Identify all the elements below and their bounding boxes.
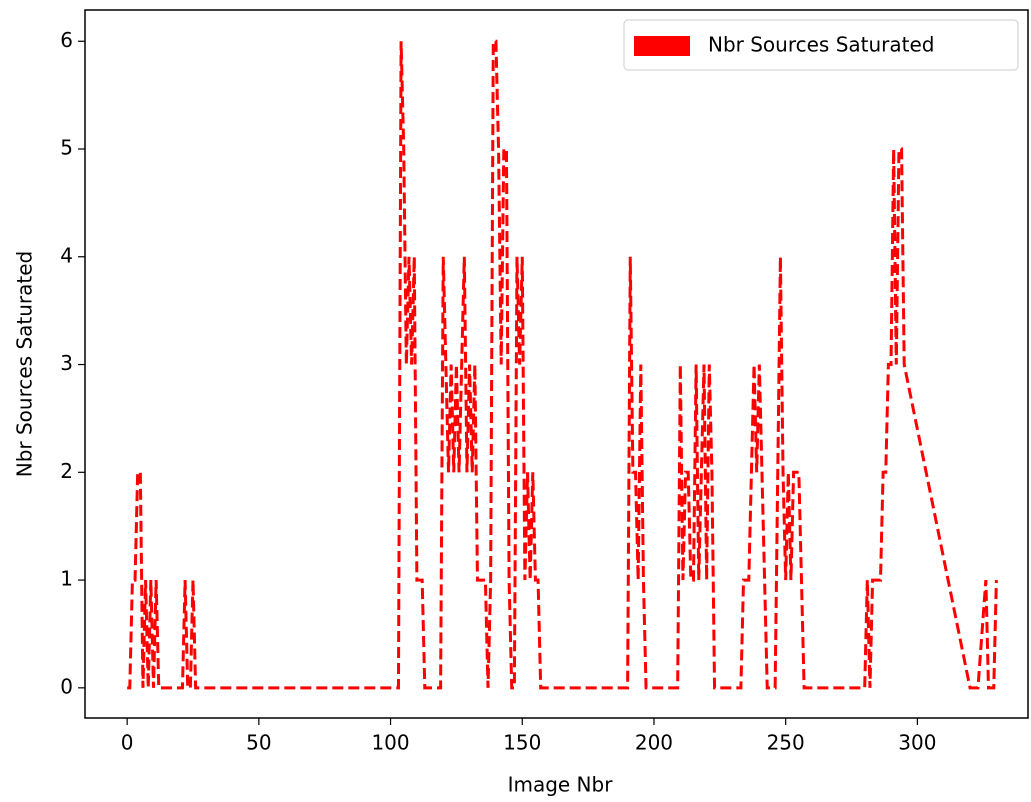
legend-label: Nbr Sources Saturated <box>708 33 935 57</box>
x-axis-label: Image Nbr <box>508 773 614 797</box>
y-tick-label: 0 <box>60 674 73 698</box>
y-tick-label: 6 <box>60 28 73 52</box>
y-tick-label: 3 <box>60 351 73 375</box>
y-tick-label: 5 <box>60 136 73 160</box>
x-tick-label: 0 <box>121 731 134 755</box>
x-tick-label: 200 <box>635 731 673 755</box>
y-tick-label: 4 <box>60 243 73 267</box>
x-tick-label: 50 <box>246 731 271 755</box>
x-tick-label: 300 <box>898 731 936 755</box>
legend-swatch <box>634 36 690 56</box>
legend-box <box>623 19 1019 71</box>
x-tick-label: 150 <box>503 731 541 755</box>
y-tick-label: 2 <box>60 459 73 483</box>
plot-frame <box>84 9 1029 719</box>
y-axis-label: Nbr Sources Saturated <box>13 251 37 478</box>
x-tick-label: 250 <box>767 731 805 755</box>
x-tick-label: 100 <box>371 731 409 755</box>
y-tick-label: 1 <box>60 567 73 591</box>
data-line <box>127 39 998 690</box>
